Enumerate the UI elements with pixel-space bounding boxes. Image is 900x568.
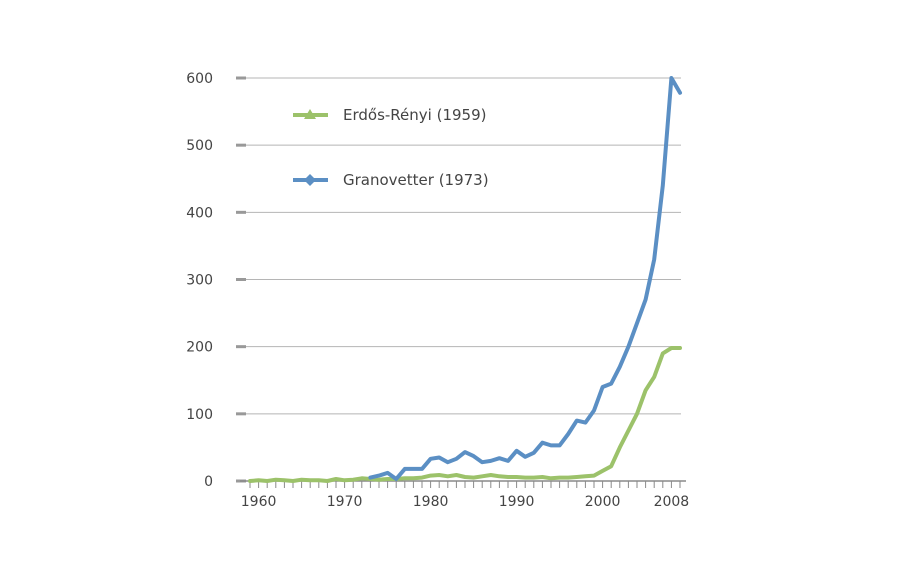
- x-tick-label: 1990: [499, 494, 535, 510]
- x-axis: 1960 1970 1980 1990 2000 2008: [240, 480, 690, 510]
- legend-label: Erdős-Rényi (1959): [343, 106, 486, 124]
- grid-lines: [240, 77, 681, 415]
- y-tick-label: 100: [186, 407, 213, 423]
- y-tick-label: 600: [186, 71, 213, 87]
- x-tick-label: 1970: [327, 494, 363, 510]
- y-axis-ticks: 0 100 200 300 400 500 600: [186, 71, 246, 490]
- y-tick-label: 200: [186, 340, 213, 356]
- legend: Erdős-Rényi (1959) Granovetter (1973): [293, 106, 489, 189]
- series-line-granovetter: [368, 76, 682, 481]
- series-lines: [248, 76, 682, 483]
- x-tick-label: 2008: [654, 494, 690, 510]
- x-tick-label: 1980: [413, 494, 449, 510]
- x-tick-label: 1960: [241, 494, 277, 510]
- legend-triangle-marker: [304, 109, 316, 119]
- legend-item-granovetter: Granovetter (1973): [293, 171, 489, 189]
- legend-label: Granovetter (1973): [343, 171, 489, 189]
- y-tick-label: 0: [204, 474, 213, 490]
- y-tick-label: 300: [186, 273, 213, 289]
- y-tick-label: 500: [186, 138, 213, 154]
- y-tick-label: 400: [186, 205, 213, 221]
- series-line-erdos-renyi: [248, 346, 682, 483]
- legend-item-erdos-renyi: Erdős-Rényi (1959): [293, 106, 486, 124]
- x-tick-label: 2000: [585, 494, 621, 510]
- legend-diamond-marker: [304, 174, 316, 186]
